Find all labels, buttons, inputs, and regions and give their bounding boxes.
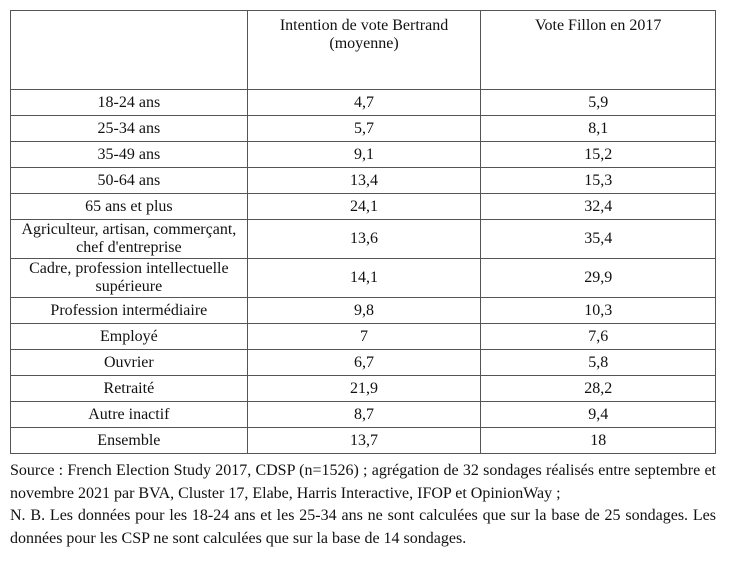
nb-note: N. B. Les données pour les 18-24 ans et … [10,507,716,547]
cell-bertrand: 21,9 [246,375,482,402]
cell-bertrand: 7 [246,323,482,350]
cell-fillon: 5,9 [480,89,716,116]
cell-label: Profession intermédiaire [10,297,248,324]
source-note: Source : French Election Study 2017, CDS… [10,462,716,502]
cell-fillon: 29,9 [480,258,716,298]
table-row: 35-49 ans 9,1 15,2 [10,141,716,168]
table-row: Ouvrier 6,7 5,8 [10,349,716,376]
cell-fillon: 32,4 [480,193,716,220]
table-row: 65 ans et plus 24,1 32,4 [10,193,716,220]
cell-bertrand: 6,7 [246,349,482,376]
cell-label: Agriculteur, artisan, commerçant, chef d… [10,219,248,259]
cell-bertrand: 9,1 [246,141,482,168]
cell-label: Ensemble [10,427,248,454]
cell-label: 35-49 ans [10,141,248,168]
table-row: Profession intermédiaire 9,8 10,3 [10,297,716,324]
cell-label: Ouvrier [10,349,248,376]
table-row: 18-24 ans 4,7 5,9 [10,89,716,116]
table-row: Ensemble 13,7 18 [10,427,716,454]
cell-fillon: 5,8 [480,349,716,376]
cell-bertrand: 13,7 [246,427,482,454]
cell-fillon: 18 [480,427,716,454]
cell-fillon: 9,4 [480,401,716,428]
cell-bertrand: 13,6 [246,219,482,259]
table-row: Retraité 21,9 28,2 [10,375,716,402]
table-row: Agriculteur, artisan, commerçant, chef d… [10,219,716,259]
table-row: Cadre, profession intellectuelle supérie… [10,258,716,298]
document: Intention de vote Bertrand (moyenne) Vot… [10,10,716,550]
cell-fillon: 15,3 [480,167,716,194]
cell-bertrand: 9,8 [246,297,482,324]
table-row: 25-34 ans 5,7 8,1 [10,115,716,142]
cell-bertrand: 5,7 [246,115,482,142]
table-row: Autre inactif 8,7 9,4 [10,401,716,428]
cell-label: 25-34 ans [10,115,248,142]
header-bertrand: Intention de vote Bertrand (moyenne) [246,10,482,90]
header-fillon: Vote Fillon en 2017 [480,10,716,90]
table-row: Employé 7 7,6 [10,323,716,350]
footnotes: Source : French Election Study 2017, CDS… [10,460,716,550]
cell-label: Employé [10,323,248,350]
cell-fillon: 7,6 [480,323,716,350]
cell-bertrand: 14,1 [246,258,482,298]
cell-fillon: 35,4 [480,219,716,259]
table-row: 50-64 ans 13,4 15,3 [10,167,716,194]
cell-fillon: 15,2 [480,141,716,168]
cell-label: 50-64 ans [10,167,248,194]
cell-bertrand: 8,7 [246,401,482,428]
cell-bertrand: 13,4 [246,167,482,194]
header-row: Intention de vote Bertrand (moyenne) Vot… [10,10,716,90]
cell-label: Cadre, profession intellectuelle supérie… [10,258,248,298]
cell-label: 18-24 ans [10,89,248,116]
cell-label: Retraité [10,375,248,402]
cell-label: Autre inactif [10,401,248,428]
cell-fillon: 10,3 [480,297,716,324]
cell-label: 65 ans et plus [10,193,248,220]
cell-fillon: 8,1 [480,115,716,142]
results-table: Intention de vote Bertrand (moyenne) Vot… [10,10,716,454]
cell-fillon: 28,2 [480,375,716,402]
header-empty [10,10,248,90]
cell-bertrand: 4,7 [246,89,482,116]
cell-bertrand: 24,1 [246,193,482,220]
